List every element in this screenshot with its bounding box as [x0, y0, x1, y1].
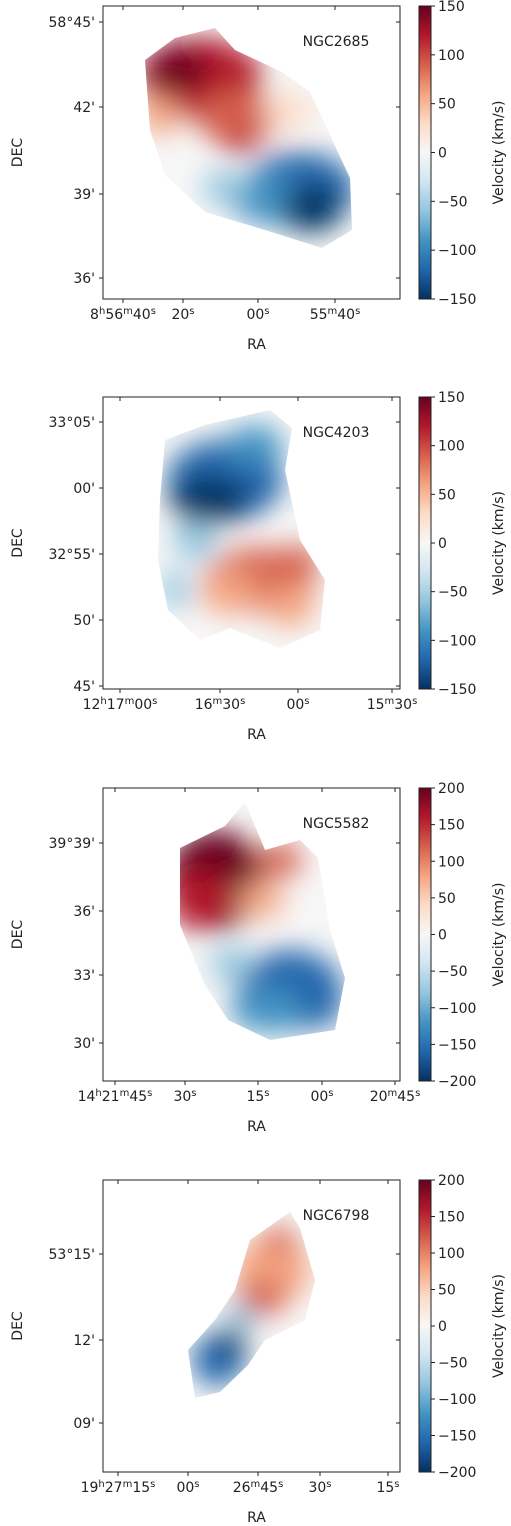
colorbar-tick-label: 0: [438, 1319, 447, 1335]
x-axis-label: RA: [247, 1119, 266, 1135]
colorbar-tick-label: 150: [438, 1210, 465, 1226]
y-axis-label: DEC: [10, 528, 26, 558]
colorbar-tick-label: −50: [438, 585, 468, 601]
panel-title: NGC2685: [303, 34, 370, 50]
colorbar-tick-label: −150: [438, 682, 476, 698]
colorbar-label: Velocity (km/s): [491, 100, 507, 204]
colorbar-tick-label: −100: [438, 633, 476, 649]
x-tick-label: 20s: [171, 306, 194, 323]
colorbar-tick-label: −200: [438, 1074, 476, 1090]
colorbar-tick-label: −100: [438, 1392, 476, 1408]
x-tick-label: 14h21m45s: [78, 1088, 153, 1105]
y-tick-label: 58°45': [49, 15, 95, 31]
y-tick-label: 36': [73, 271, 95, 287]
colorbar: [418, 787, 432, 1082]
y-tick-label: 39°39': [49, 836, 95, 852]
velocity-field: [158, 410, 325, 648]
panel-ngc4203: NGC4203 33°05' 00' 32°55' 50' 45'12h17m00s 16m…: [10, 390, 507, 743]
x-axis-label: RA: [247, 337, 266, 353]
x-tick-label: 00s: [176, 1479, 199, 1496]
colorbar-tick-label: 50: [438, 891, 456, 907]
x-tick-label: 55m40s: [310, 306, 361, 323]
colorbar-tick-label: −50: [438, 1356, 468, 1372]
colorbar-tick-label: 100: [438, 1246, 465, 1262]
colorbar-label: Velocity (km/s): [491, 1274, 507, 1378]
x-axis-label: RA: [247, 1510, 266, 1526]
panel-ngc5582: NGC5582 39°39' 36' 33' 30' 14h21m45s 30s 15s 00s…: [10, 781, 507, 1135]
x-tick-label: 16m30s: [195, 696, 246, 713]
y-tick-label: 45': [73, 679, 95, 695]
colorbar-tick-label: 150: [438, 390, 465, 406]
x-tick-label: 15s: [376, 1479, 399, 1496]
y-tick-label: 33°05': [49, 415, 95, 431]
axes-frame: [102, 5, 401, 300]
y-axis-label: DEC: [10, 138, 26, 168]
colorbar-tick-label: 200: [438, 1173, 465, 1189]
x-tick-label: 19h27m15s: [81, 1479, 156, 1496]
x-tick-label: 00s: [310, 1088, 333, 1105]
axes-frame: [102, 1179, 401, 1473]
colorbar: [418, 5, 432, 300]
panel-title: NGC4203: [303, 425, 370, 441]
x-tick-label: 8h56m40s: [90, 306, 156, 323]
colorbar-tick-label: −150: [438, 292, 476, 308]
colorbar-tick-label: 50: [438, 97, 456, 113]
y-tick-label: 12': [73, 1333, 95, 1349]
colorbar-tick-label: 0: [438, 146, 447, 162]
colorbar-tick-label: 50: [438, 487, 456, 503]
panel-title: NGC6798: [303, 1208, 370, 1224]
colorbar-tick-label: −150: [438, 1429, 476, 1445]
colorbar-tick-label: −100: [438, 1001, 476, 1017]
axes-frame: [102, 787, 401, 1082]
colorbar-tick-label: −50: [438, 194, 468, 210]
y-tick-label: 32°55': [49, 547, 95, 563]
panel-ngc6798: NGC6798 53°15' 12' 09' 19h27m15s 00s 26m45s 30s…: [10, 1173, 507, 1526]
y-tick-label: 50': [73, 613, 95, 629]
x-tick-label: 30s: [173, 1088, 196, 1105]
colorbar-tick-label: −50: [438, 964, 468, 980]
colorbar-tick-label: 150: [438, 0, 465, 15]
colorbar: [418, 1179, 432, 1473]
x-tick-label: 00s: [286, 696, 309, 713]
panel-ngc2685: NGC2685 58°45' 42' 39' 36' 8h56m40s 20s 00s 55m4…: [10, 0, 507, 353]
colorbar-tick-label: 100: [438, 854, 465, 870]
x-tick-label: 12h17m00s: [83, 696, 158, 713]
colorbar-tick-label: 100: [438, 439, 465, 455]
colorbar: [418, 396, 432, 690]
x-axis-label: RA: [247, 727, 266, 743]
colorbar-tick-label: 0: [438, 536, 447, 552]
y-tick-label: 33': [73, 968, 95, 984]
panel-title: NGC5582: [303, 816, 370, 832]
colorbar-tick-label: 200: [438, 781, 465, 797]
y-axis-label: DEC: [10, 1311, 26, 1341]
colorbar-tick-label: 0: [438, 928, 447, 944]
y-tick-label: 36': [73, 904, 95, 920]
x-tick-label: 15m30s: [367, 696, 418, 713]
x-tick-label: 20m45s: [370, 1088, 421, 1105]
colorbar-tick-label: 150: [438, 818, 465, 834]
colorbar-tick-label: −100: [438, 243, 476, 259]
y-axis-label: DEC: [10, 920, 26, 950]
colorbar-tick-label: 100: [438, 48, 465, 64]
y-tick-label: 30': [73, 1036, 95, 1052]
y-tick-label: 42': [73, 100, 95, 116]
colorbar-tick-label: −200: [438, 1465, 476, 1481]
y-tick-label: 53°15': [49, 1247, 95, 1263]
colorbar-tick-label: −150: [438, 1037, 476, 1053]
y-tick-label: 39': [73, 187, 95, 203]
x-tick-label: 26m45s: [233, 1479, 284, 1496]
x-tick-label: 15s: [246, 1088, 269, 1105]
y-tick-label: 00': [73, 481, 95, 497]
colorbar-label: Velocity (km/s): [491, 491, 507, 595]
x-tick-label: 00s: [246, 306, 269, 323]
colorbar-label: Velocity (km/s): [491, 882, 507, 986]
colorbar-tick-label: 50: [438, 1283, 456, 1299]
y-tick-label: 09': [73, 1416, 95, 1432]
x-tick-label: 30s: [308, 1479, 331, 1496]
axes-frame: [102, 396, 401, 690]
